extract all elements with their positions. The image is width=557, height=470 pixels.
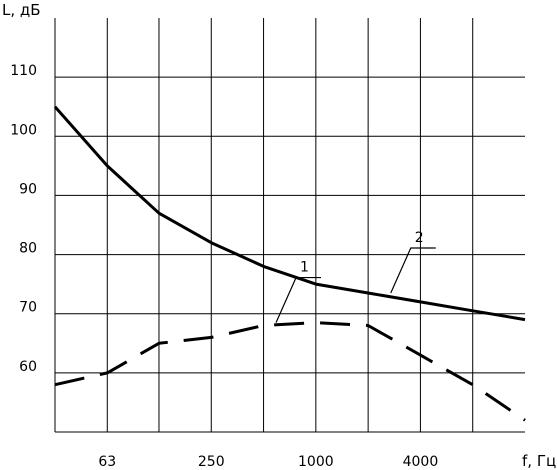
x-tick-label: 63 bbox=[98, 454, 116, 470]
series-labels: 12 bbox=[275, 230, 436, 323]
y-tick-label: 80 bbox=[19, 241, 37, 257]
series-leader-2 bbox=[390, 247, 436, 294]
tick-labels: 63 250 1000 4000 110 100 90 80 70 60 bbox=[10, 63, 438, 470]
series-layer bbox=[53, 105, 526, 422]
series-leader-1 bbox=[275, 276, 322, 323]
x-tick-label: 1000 bbox=[298, 454, 334, 470]
y-tick-label: 90 bbox=[19, 181, 37, 197]
y-tick-label: 70 bbox=[19, 300, 37, 316]
y-axis-label: L, дБ bbox=[2, 1, 41, 19]
x-tick-label: 250 bbox=[198, 454, 225, 470]
series-label-2: 2 bbox=[415, 230, 424, 246]
series-label-1: 1 bbox=[300, 260, 309, 276]
grid bbox=[54, 18, 525, 433]
series-line-1 bbox=[54, 321, 526, 422]
y-tick-label: 110 bbox=[10, 63, 37, 79]
y-tick-label: 60 bbox=[19, 359, 37, 375]
series-line-2 bbox=[53, 105, 526, 322]
x-axis-label: f, Гц bbox=[522, 452, 556, 470]
x-tick-label: 4000 bbox=[403, 454, 439, 470]
y-tick-label: 100 bbox=[10, 122, 37, 138]
